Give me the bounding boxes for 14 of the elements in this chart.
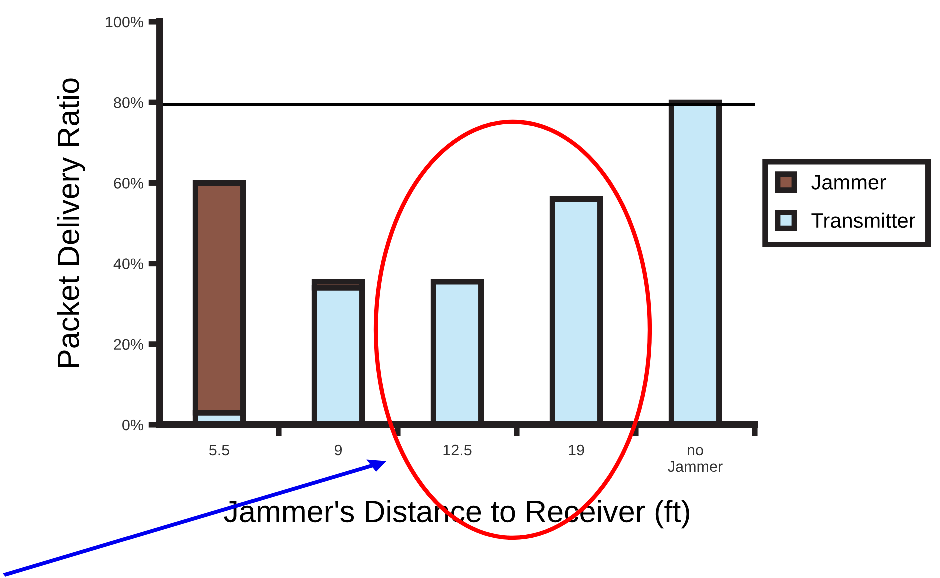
x-tick-label: 5.5 [209, 445, 230, 456]
x-tick-label: 9 [334, 444, 342, 456]
y-tick-label: 20% [114, 339, 144, 350]
x-tick-label: no Jammer [668, 447, 723, 472]
y-tick-label: 60% [114, 178, 144, 189]
y-tick-label: 100% [106, 16, 144, 28]
legend-label: Transmitter [812, 212, 916, 228]
x-tick-label: 12.5 [444, 444, 472, 456]
y-tick-label: 0% [122, 420, 144, 431]
legend-label: Jammer [812, 175, 886, 190]
x-tick-label: 19 [569, 444, 584, 456]
y-axis-title: Packet Delivery Ratio [57, 78, 86, 368]
y-tick-label: 80% [114, 97, 144, 108]
y-tick-label: 40% [114, 258, 144, 270]
